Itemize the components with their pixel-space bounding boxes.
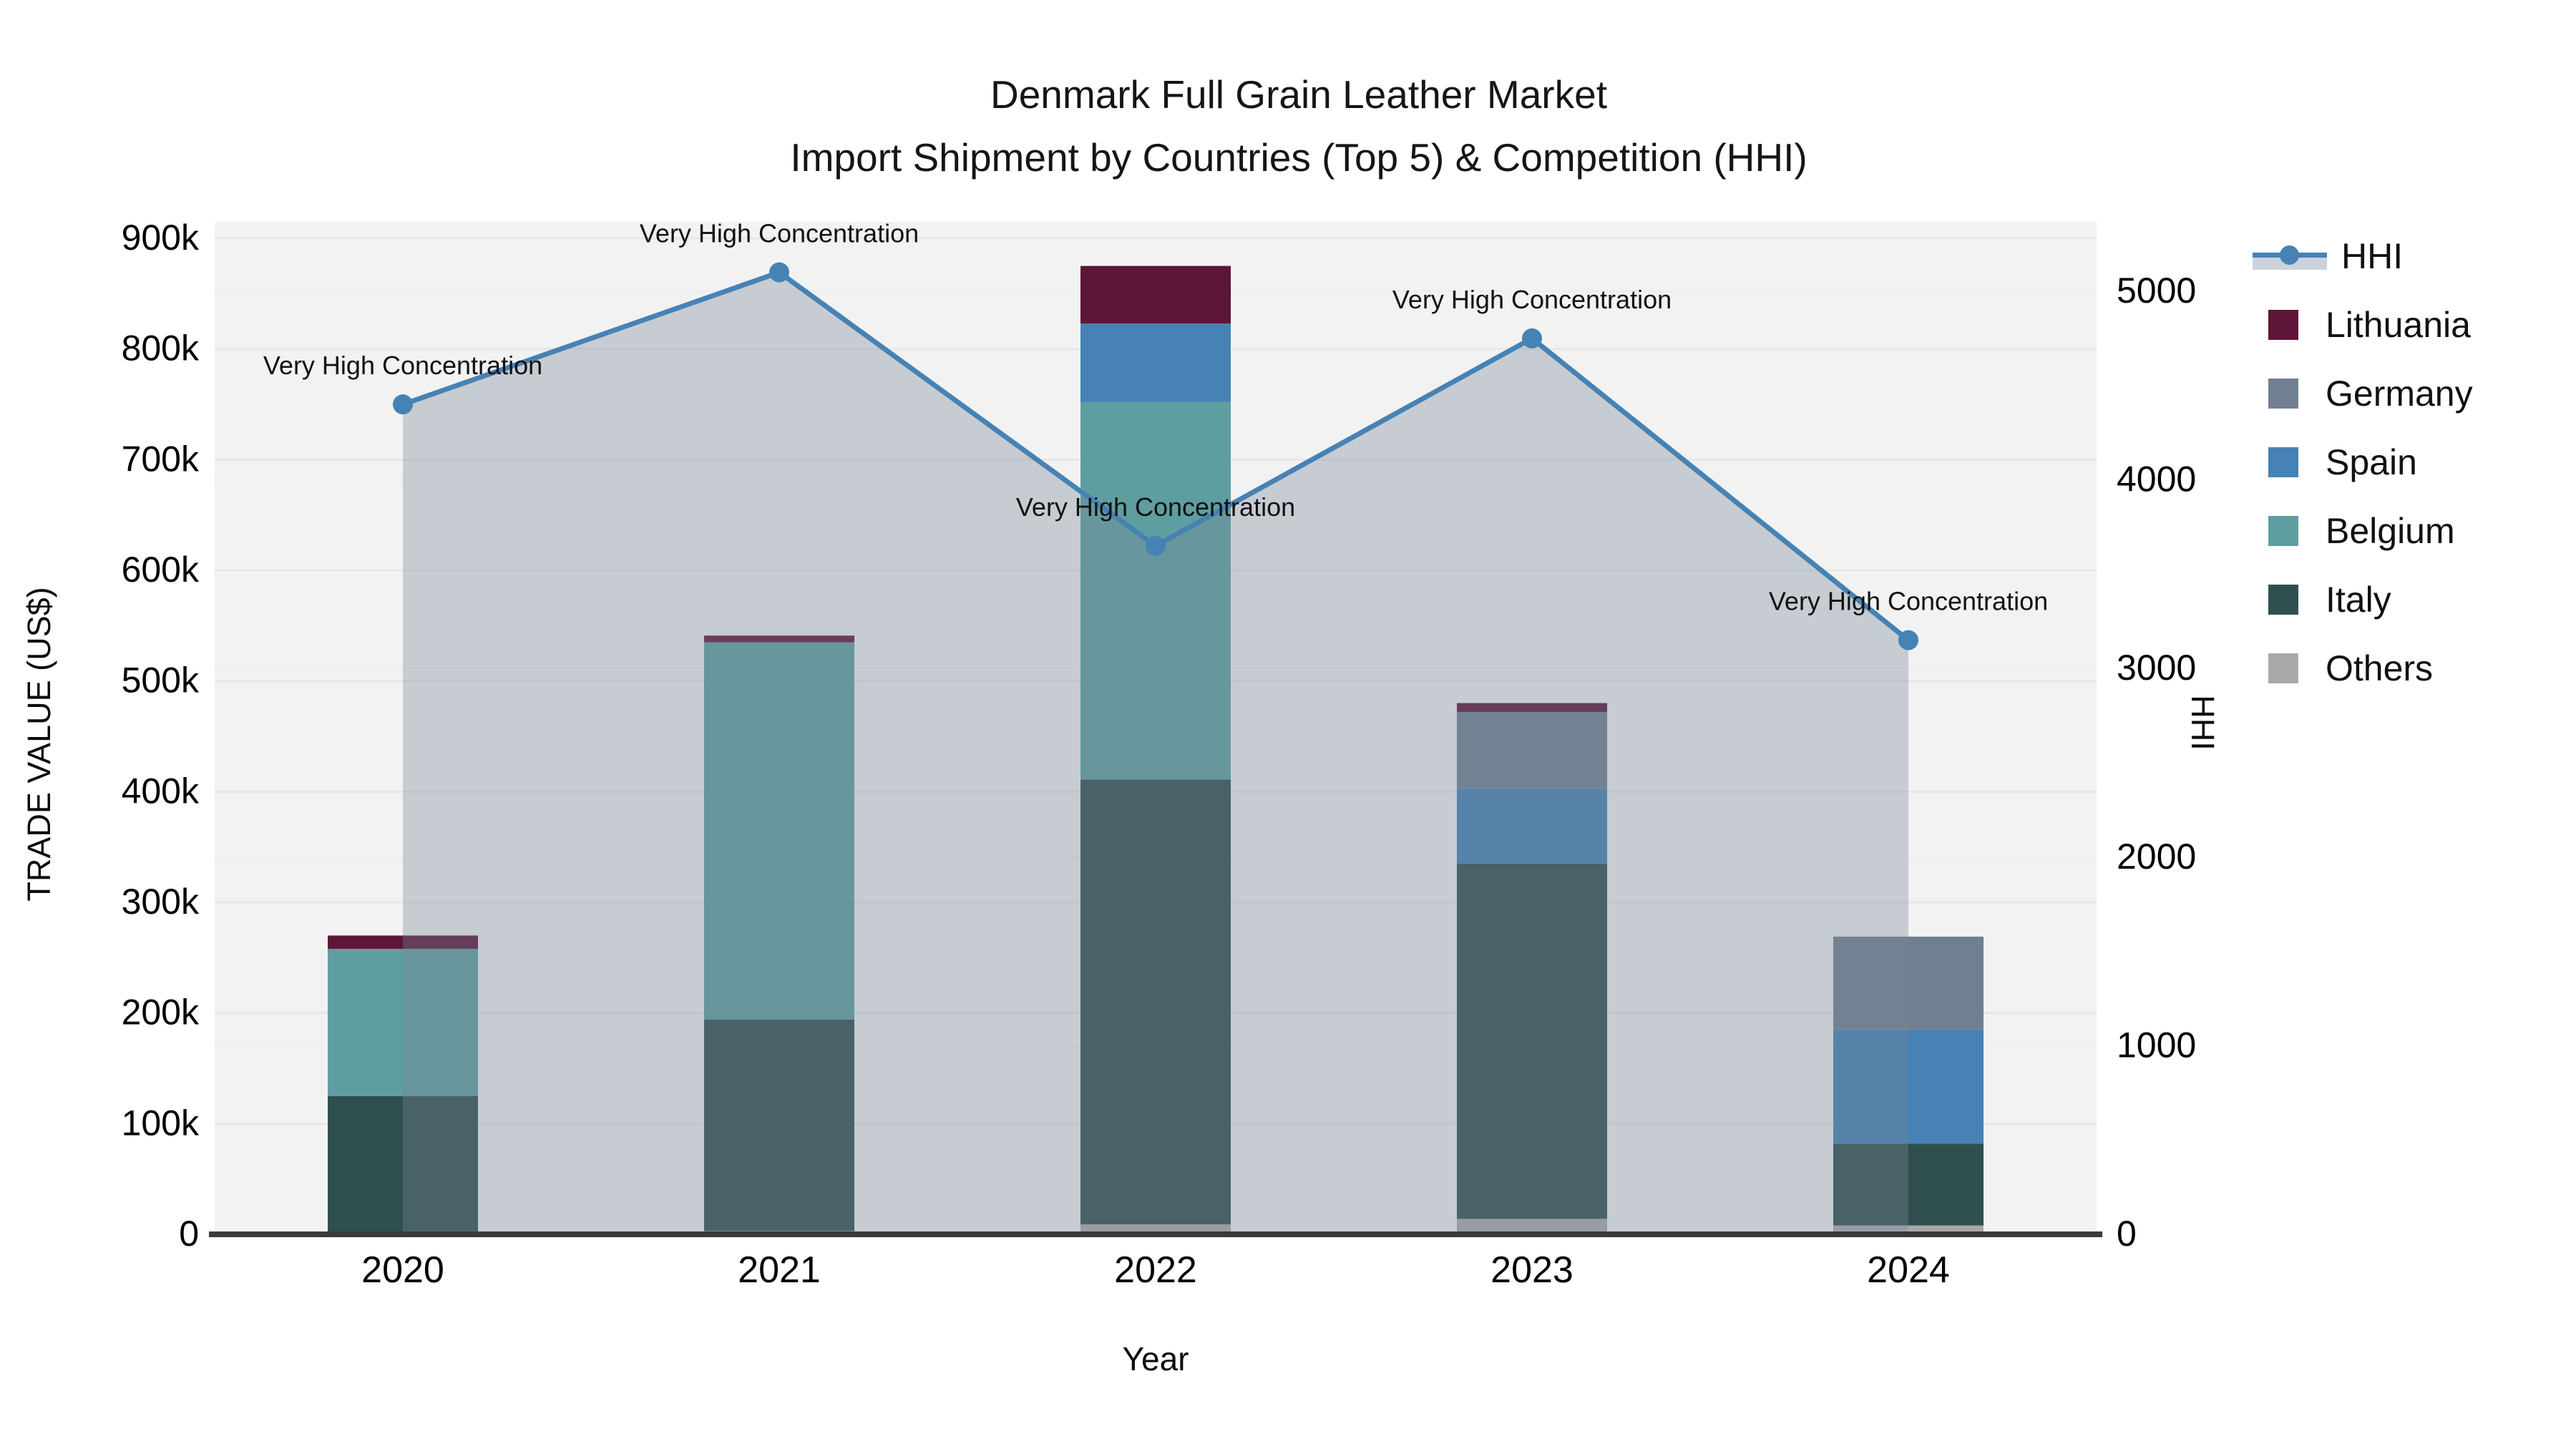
chart-title-line1: Denmark Full Grain Leather Market [990, 72, 1607, 117]
legend-item-hhi: HHI [2253, 236, 2473, 276]
y-left-tick-label: 900k [122, 218, 200, 258]
annotation-2021: Very High Concentration [640, 219, 919, 248]
y-right-tick-label: 3000 [2117, 648, 2196, 688]
y-left-tick-label: 800k [122, 328, 200, 369]
bar-segment-lithuania-2021 [704, 635, 854, 643]
bar-segment-germany-2023 [1457, 711, 1607, 789]
bar-segment-italy-2020 [328, 1096, 478, 1234]
y-right-tick-label: 4000 [2117, 459, 2196, 499]
bar-segment-germany-2024 [1833, 936, 1984, 1030]
legend-label-italy: Italy [2326, 580, 2391, 620]
annotation-2023: Very High Concentration [1392, 285, 1672, 314]
hhi-marker-2021 [769, 262, 789, 283]
x-tick-label-2021: 2021 [738, 1249, 821, 1291]
bar-segment-belgium-2022 [1080, 401, 1231, 780]
legend-label-others: Others [2326, 648, 2434, 688]
bar-segment-spain-2024 [1833, 1029, 1984, 1144]
x-tick-label-2020: 2020 [361, 1249, 444, 1291]
annotation-2022: Very High Concentration [1016, 492, 1295, 522]
y-right-tick-label: 5000 [2117, 270, 2196, 311]
y-axis-label-left: TRADE VALUE (US$) [21, 587, 57, 902]
x-tick-label-2022: 2022 [1114, 1249, 1197, 1291]
bar-segment-italy-2024 [1833, 1143, 1984, 1226]
legend-label-spain: Spain [2326, 442, 2417, 482]
x-tick-label-2024: 2024 [1867, 1249, 1950, 1291]
annotation-2020: Very High Concentration [263, 351, 542, 380]
y-left-tick-label: 500k [122, 660, 200, 701]
legend-swatch-germany [2268, 379, 2298, 409]
y-left-tick-label: 700k [122, 439, 200, 479]
y-left-tick-label: 100k [122, 1103, 200, 1143]
x-tick-label-2023: 2023 [1491, 1249, 1574, 1291]
hhi-marker-2020 [393, 394, 413, 415]
y-left-tick-label: 400k [122, 771, 200, 811]
annotation-2024: Very High Concentration [1769, 587, 2048, 616]
legend: HHI Lithuania Germany Spain Belgium Italy Othe… [2253, 236, 2473, 688]
hhi-marker-2023 [1522, 328, 1542, 348]
bar-segment-italy-2021 [704, 1019, 854, 1231]
y-left-tick-label: 600k [122, 550, 200, 590]
legend-item-germany: Germany [2253, 374, 2473, 414]
y-right-tick-label: 2000 [2117, 836, 2196, 877]
chart-title: Denmark Full Grain Leather Market Import… [0, 63, 2576, 189]
hhi-area-fill [403, 272, 1908, 1234]
chart-title-line2: Import Shipment by Countries (Top 5) & C… [790, 135, 1807, 180]
legend-item-spain: Spain [2253, 442, 2473, 482]
x-axis-label: Year [1122, 1340, 1189, 1377]
y-left-tick-label: 200k [122, 992, 200, 1033]
legend-label-lithuania: Lithuania [2326, 305, 2471, 345]
legend-item-lithuania: Lithuania [2253, 305, 2473, 345]
hhi-line-legend-icon [2253, 241, 2327, 271]
bar-segment-lithuania-2022 [1080, 265, 1231, 324]
bar-segment-spain-2023 [1457, 788, 1607, 864]
bar-segment-belgium-2021 [704, 642, 854, 1020]
legend-swatch-belgium [2268, 516, 2298, 546]
bar-segment-lithuania-2023 [1457, 703, 1607, 712]
bar-segment-italy-2022 [1080, 779, 1231, 1225]
legend-item-belgium: Belgium [2253, 511, 2473, 551]
legend-swatch-others [2268, 653, 2298, 683]
bar-segment-belgium-2020 [328, 948, 478, 1096]
legend-swatch-lithuania [2268, 310, 2298, 340]
bar-segment-lithuania-2020 [328, 935, 478, 949]
legend-item-others: Others [2253, 648, 2473, 688]
y-left-tick-label: 0 [179, 1214, 199, 1254]
legend-label-hhi: HHI [2341, 236, 2404, 276]
bar-segment-italy-2023 [1457, 863, 1607, 1219]
y-right-tick-label: 1000 [2117, 1025, 2196, 1065]
hhi-marker-2022 [1146, 535, 1166, 556]
bar-segment-others-2023 [1457, 1219, 1607, 1234]
legend-label-germany: Germany [2326, 374, 2473, 414]
legend-item-italy: Italy [2253, 580, 2473, 620]
legend-swatch-spain [2268, 447, 2298, 477]
legend-swatch-italy [2268, 585, 2298, 615]
y-right-tick-label: 0 [2117, 1214, 2137, 1254]
y-left-tick-label: 300k [122, 882, 200, 922]
y-axis-label-right: HHI [2185, 695, 2221, 751]
hhi-marker-2024 [1898, 630, 1918, 650]
bar-segment-spain-2022 [1080, 323, 1231, 402]
legend-label-belgium: Belgium [2326, 511, 2455, 551]
